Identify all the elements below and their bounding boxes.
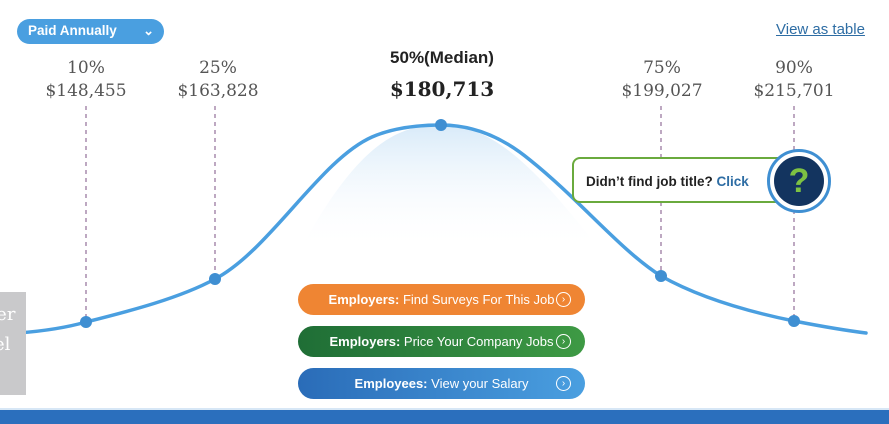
percentile-50-median: 50%(Median) $180,713	[342, 46, 542, 101]
action-audience: Employers:	[329, 334, 401, 349]
help-prompt: Didn’t find job title?	[586, 174, 713, 189]
percentile-10: 10% $148,455	[21, 57, 151, 103]
percentile-label: 25%	[199, 58, 237, 78]
help-click-link[interactable]: Click	[716, 174, 749, 189]
percentile-90-marker	[788, 315, 800, 327]
question-mark-icon: ?	[774, 156, 824, 206]
view-as-table-link[interactable]: View as table	[776, 21, 865, 38]
percentile-label: 90%	[775, 58, 813, 78]
arrow-right-icon: ›	[556, 334, 571, 349]
percentile-10-marker	[80, 316, 92, 328]
arrow-right-icon: ›	[556, 376, 571, 391]
percentile-label: 10%	[67, 58, 105, 78]
percentile-50-marker	[435, 119, 447, 131]
side-tab-text: ver	[0, 304, 16, 325]
pay-period-select[interactable]: Paid Annually ⌄	[17, 19, 164, 44]
percentile-value: $215,701	[753, 81, 835, 101]
view-salary-button[interactable]: Employees: View your Salary ›	[298, 368, 585, 399]
arrow-right-icon: ›	[556, 292, 571, 307]
percentile-25: 25% $163,828	[153, 57, 283, 103]
action-text: Price Your Company Jobs	[403, 334, 554, 349]
action-audience: Employers:	[328, 292, 400, 307]
side-tab-text: el	[0, 334, 11, 355]
bottom-bar	[0, 408, 889, 424]
percentile-25-marker	[209, 273, 221, 285]
percentile-value: $199,027	[621, 81, 703, 101]
percentile-label: 75%	[643, 58, 681, 78]
pay-period-label: Paid Annually	[28, 23, 117, 38]
job-title-help-box[interactable]: Didn’t find job title? Click	[572, 157, 794, 203]
price-company-jobs-button[interactable]: Employers: Price Your Company Jobs ›	[298, 326, 585, 357]
action-audience: Employees:	[354, 376, 428, 391]
curve-area-fill	[300, 125, 600, 250]
percentile-90: 90% $215,701	[729, 57, 859, 103]
percentile-value: $180,713	[389, 77, 495, 101]
percentile-75: 75% $199,027	[597, 57, 727, 103]
action-text: View your Salary	[431, 376, 529, 391]
action-text: Find Surveys For This Job	[402, 292, 555, 307]
percentile-value: $148,455	[45, 81, 127, 101]
percentile-value: $163,828	[177, 81, 259, 101]
percentile-label: 50%(Median)	[390, 48, 494, 67]
help-question-button[interactable]: ?	[767, 149, 831, 213]
percentile-75-marker	[655, 270, 667, 282]
find-surveys-button[interactable]: Employers: Find Surveys For This Job ›	[298, 284, 585, 315]
side-feedback-tab[interactable]: ver el	[0, 292, 26, 395]
chevron-down-icon: ⌄	[143, 23, 154, 38]
